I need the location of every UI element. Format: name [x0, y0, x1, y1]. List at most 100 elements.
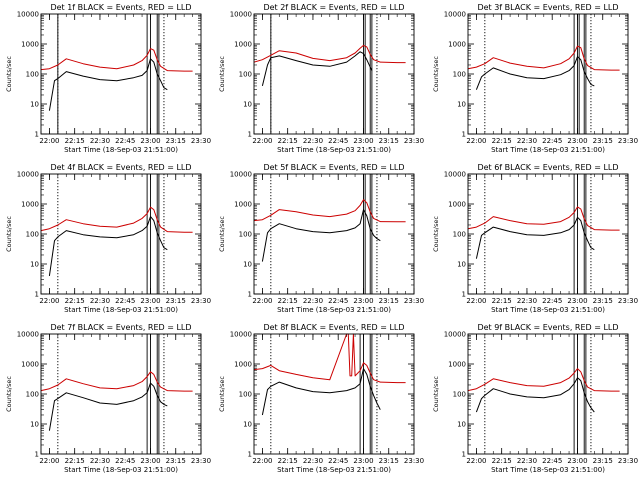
- series-line-events: [48, 382, 168, 431]
- y-axis-label: Counts/sec: [432, 56, 440, 92]
- x-axis-label: Start Time (18-Sep-03 21:51:00): [64, 306, 178, 314]
- x-tick-label: 22:00: [252, 137, 272, 145]
- y-axis-label: Counts/sec: [5, 56, 13, 92]
- plot-frame: [253, 13, 415, 135]
- y-tick-label: 10000: [230, 171, 252, 179]
- series-line-events: [261, 209, 381, 262]
- x-tick-label: 22:30: [517, 137, 537, 145]
- y-tick-label: 10000: [230, 11, 252, 19]
- series-line-events: [475, 56, 595, 90]
- x-tick-label: 23:00: [353, 137, 373, 145]
- x-tick-label: 22:00: [39, 137, 59, 145]
- x-tick-label: 22:30: [517, 297, 537, 305]
- chart-title: Det 7f BLACK = Events, RED = LLD: [50, 323, 191, 332]
- x-tick-label: 22:00: [39, 457, 59, 465]
- x-tick-label: 22:15: [492, 297, 512, 305]
- series-line-lld: [253, 333, 406, 384]
- series-line-lld: [253, 199, 406, 223]
- y-tick-label: 100: [26, 391, 39, 399]
- y-tick-label: 10: [457, 261, 466, 269]
- y-tick-label: 10: [30, 101, 39, 109]
- y-axis-label: Counts/sec: [432, 216, 440, 252]
- series-line-lld: [253, 44, 406, 64]
- x-tick-label: 22:45: [542, 457, 562, 465]
- x-axis-label: Start Time (18-Sep-03 21:51:00): [64, 146, 178, 154]
- series-line-events: [261, 51, 373, 87]
- series-line-lld: [40, 48, 193, 72]
- y-tick-label: 100: [239, 391, 252, 399]
- x-axis-label: Start Time (18-Sep-03 21:51:00): [277, 146, 391, 154]
- x-tick-label: 23:00: [353, 457, 373, 465]
- y-tick-label: 10000: [444, 11, 466, 19]
- x-tick-label: 22:15: [278, 137, 298, 145]
- x-tick-label: 22:45: [328, 457, 348, 465]
- x-tick-label: 23:30: [191, 457, 211, 465]
- y-axis-label: Counts/sec: [218, 376, 226, 412]
- chart-title: Det 2f BLACK = Events, RED = LLD: [263, 3, 404, 12]
- x-tick-label: 22:00: [39, 297, 59, 305]
- x-tick-label: 23:15: [593, 137, 613, 145]
- chart-title: Det 3f BLACK = Events, RED = LLD: [477, 3, 618, 12]
- chart-title: Det 1f BLACK = Events, RED = LLD: [50, 3, 191, 12]
- chart-title: Det 9f BLACK = Events, RED = LLD: [477, 323, 618, 332]
- series-line-lld: [40, 371, 193, 392]
- x-tick-label: 23:00: [353, 297, 373, 305]
- y-tick-label: 1: [462, 451, 466, 459]
- chart-panel-5: Det 5f BLACK = Events, RED = LLD 1 10 100 10…: [218, 163, 424, 314]
- x-tick-label: 23:30: [618, 297, 638, 305]
- y-axis-label: Counts/sec: [5, 216, 13, 252]
- series-line-lld: [467, 206, 620, 231]
- series-line-events: [475, 216, 595, 259]
- x-tick-label: 23:00: [140, 297, 160, 305]
- y-tick-label: 10000: [17, 11, 39, 19]
- y-axis-label: Counts/sec: [218, 216, 226, 252]
- y-tick-label: 10: [243, 421, 252, 429]
- y-tick-label: 100: [239, 231, 252, 239]
- y-tick-label: 100: [453, 391, 466, 399]
- y-tick-label: 1000: [21, 41, 39, 49]
- y-tick-label: 100: [453, 71, 466, 79]
- y-tick-label: 10: [30, 421, 39, 429]
- x-tick-label: 22:00: [252, 457, 272, 465]
- x-tick-label: 22:45: [115, 297, 135, 305]
- x-tick-label: 22:45: [115, 137, 135, 145]
- series-line-lld: [40, 206, 193, 233]
- x-tick-label: 22:30: [303, 457, 323, 465]
- plot-frame: [40, 173, 202, 295]
- chart-title: Det 6f BLACK = Events, RED = LLD: [477, 163, 618, 172]
- chart-panel-2: Det 2f BLACK = Events, RED = LLD 1 10 100 10…: [218, 3, 424, 154]
- y-tick-label: 1: [248, 131, 252, 139]
- x-tick-label: 22:45: [542, 137, 562, 145]
- x-tick-label: 23:30: [191, 137, 211, 145]
- y-tick-label: 10: [30, 261, 39, 269]
- x-tick-label: 23:15: [379, 297, 399, 305]
- chart-panel-1: Det 1f BLACK = Events, RED = LLD 1 10 100 10…: [5, 3, 211, 154]
- x-tick-label: 23:00: [567, 297, 587, 305]
- y-tick-label: 1000: [21, 361, 39, 369]
- x-tick-label: 23:15: [593, 297, 613, 305]
- y-tick-label: 1: [462, 291, 466, 299]
- x-tick-label: 22:45: [115, 457, 135, 465]
- x-tick-label: 22:30: [303, 297, 323, 305]
- y-tick-label: 1000: [448, 201, 466, 209]
- x-tick-label: 22:15: [278, 297, 298, 305]
- chart-panel-8: Det 8f BLACK = Events, RED = LLD 1 10 100 10…: [218, 323, 424, 474]
- y-tick-label: 1: [462, 131, 466, 139]
- x-tick-label: 22:15: [65, 137, 85, 145]
- x-tick-label: 22:00: [466, 297, 486, 305]
- y-tick-label: 10000: [17, 331, 39, 339]
- y-axis-label: Counts/sec: [5, 376, 13, 412]
- y-tick-label: 1000: [448, 41, 466, 49]
- x-tick-label: 23:30: [404, 457, 424, 465]
- chart-panel-6: Det 6f BLACK = Events, RED = LLD 1 10 100 10…: [432, 163, 638, 314]
- x-axis-label: Start Time (18-Sep-03 21:51:00): [64, 466, 178, 474]
- x-tick-label: 22:30: [90, 297, 110, 305]
- x-tick-label: 22:15: [278, 457, 298, 465]
- y-axis-label: Counts/sec: [432, 376, 440, 412]
- x-tick-label: 23:15: [166, 297, 186, 305]
- series-line-lld: [467, 45, 620, 71]
- y-tick-label: 10000: [230, 331, 252, 339]
- plot-frame: [40, 13, 202, 135]
- plot-frame: [467, 13, 629, 135]
